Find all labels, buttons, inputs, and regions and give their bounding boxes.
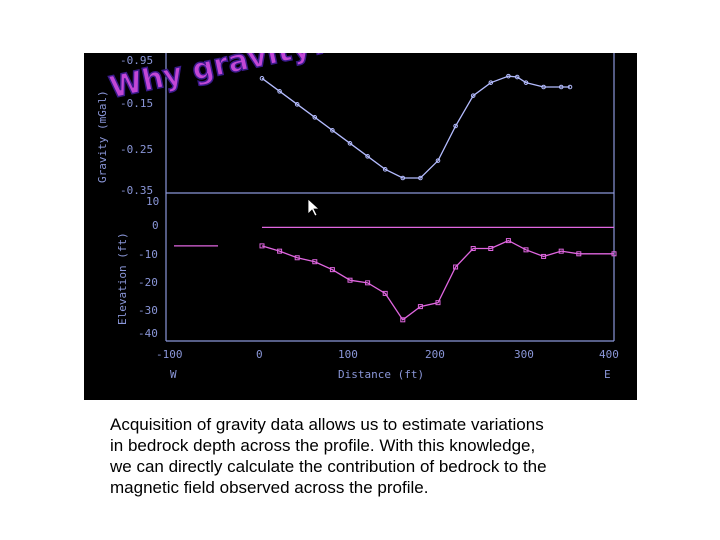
- gravity-point: [418, 175, 423, 181]
- west-label: W: [170, 368, 177, 381]
- gravity-point: [330, 128, 335, 133]
- gravity-series: [259, 73, 573, 181]
- elevation-2-point: [576, 251, 582, 257]
- elevation-2-point: [488, 246, 494, 252]
- gravity-point: [259, 76, 265, 81]
- elevation-2-point: [453, 264, 459, 270]
- elevation-series: [174, 226, 617, 323]
- elevation-2-point: [435, 300, 441, 306]
- elevation-2-point: [259, 243, 265, 249]
- elevation-2-line: [261, 239, 614, 321]
- gravity-ytick: -0.35: [120, 184, 153, 197]
- gravity-point: [514, 74, 520, 80]
- gravity-point: [541, 84, 546, 90]
- gravity-ytick: -0.95: [120, 54, 153, 67]
- gravity-ylabel: Gravity (mGal): [96, 90, 109, 183]
- x-tick-label: 400: [599, 348, 619, 361]
- elevation-2-point: [505, 238, 511, 244]
- x-tick-label: 200: [425, 348, 445, 361]
- elevation-2-point: [523, 247, 529, 253]
- gravity-point: [488, 80, 494, 85]
- elevation-2-point: [382, 290, 388, 296]
- gravity-point: [400, 175, 406, 181]
- elevation-2-point: [365, 280, 371, 286]
- gravity-ytick: -0.25: [120, 143, 153, 156]
- gravity-point: [347, 141, 353, 146]
- gravity-point: [470, 93, 476, 98]
- chart-svg: Gravity (mGal) -0.95 -0.15 -0.25 -0.35 E…: [84, 53, 637, 400]
- gravity-point: [506, 73, 511, 79]
- gravity-point: [365, 154, 370, 159]
- caption-block: Acquisition of gravity data allows us to…: [110, 414, 650, 498]
- elevation-ytick: -40: [138, 327, 158, 340]
- caption-line: we can directly calculate the contributi…: [110, 457, 547, 476]
- x-axis-label: Distance (ft): [338, 368, 424, 381]
- mouse-cursor-icon: [307, 198, 321, 217]
- elevation-2-point: [541, 253, 547, 259]
- gravity-point: [312, 115, 318, 120]
- elevation-ytick: 0: [152, 219, 159, 232]
- gravity-point: [567, 84, 573, 90]
- x-tick-label: 100: [338, 348, 358, 361]
- x-tick-label: 300: [514, 348, 534, 361]
- caption-line: magnetic field observed across the profi…: [110, 478, 429, 497]
- x-tick-label: -100: [156, 348, 183, 361]
- elevation-2-point: [400, 317, 406, 323]
- elevation-2-point: [329, 267, 335, 273]
- gravity-point: [435, 158, 441, 163]
- gravity-point: [382, 167, 388, 172]
- caption-line: in bedrock depth across the profile. Wit…: [110, 436, 536, 455]
- elevation-2-point: [611, 251, 617, 257]
- elevation-2-point: [558, 248, 564, 254]
- elevation-ytick: -10: [138, 248, 158, 261]
- gravity-point: [523, 80, 529, 85]
- gravity-ytick: -0.15: [120, 97, 153, 110]
- elevation-ytick: 10: [146, 195, 159, 208]
- elevation-2-point: [312, 259, 318, 265]
- caption-line: Acquisition of gravity data allows us to…: [110, 415, 544, 434]
- elevation-ytick: -20: [138, 276, 158, 289]
- x-tick-label: 0: [256, 348, 263, 361]
- elevation-ytick: -30: [138, 304, 158, 317]
- gravity-point: [294, 102, 300, 107]
- gravity-point: [453, 123, 458, 129]
- east-label: E: [604, 368, 611, 381]
- elevation-2-point: [294, 255, 300, 261]
- gravity-point: [558, 84, 564, 90]
- gravity-point: [277, 89, 282, 94]
- chart-figure: Gravity (mGal) -0.95 -0.15 -0.25 -0.35 E…: [84, 53, 637, 400]
- elevation-2-point: [277, 248, 283, 254]
- elevation-2-point: [470, 246, 476, 252]
- elevation-ylabel: Elevation (ft): [116, 232, 129, 325]
- elevation-2-point: [347, 277, 353, 283]
- chart-background: [84, 53, 637, 400]
- elevation-2-point: [417, 304, 423, 310]
